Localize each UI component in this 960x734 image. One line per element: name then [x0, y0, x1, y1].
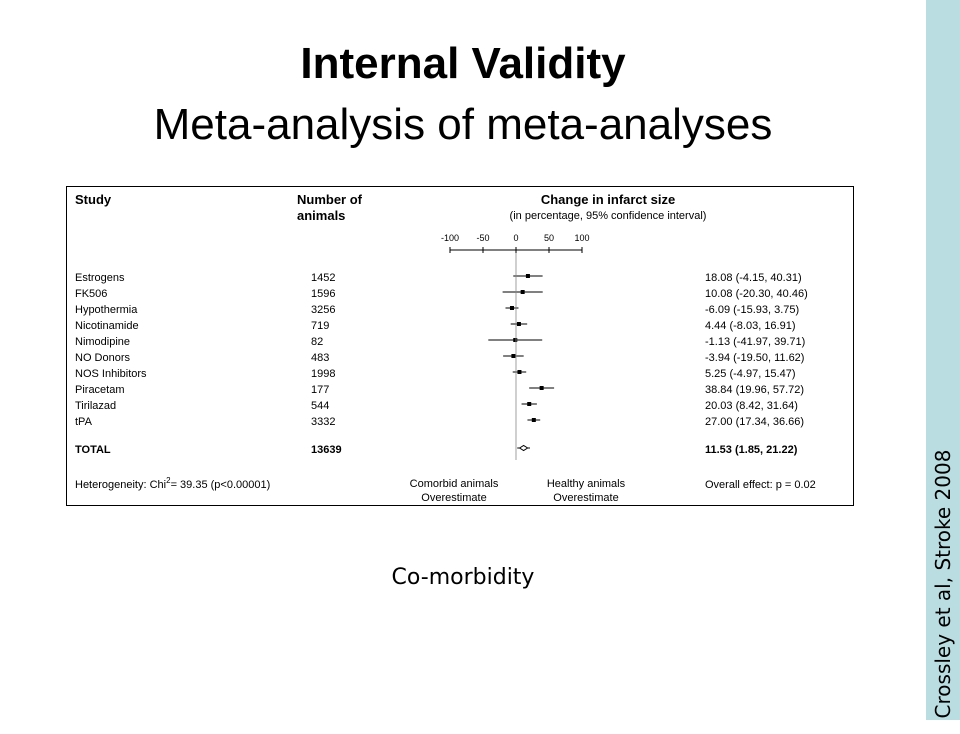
overall-effect-text: Overall effect: p = 0.02: [705, 479, 816, 491]
heterogeneity-prefix: Heterogeneity: Chi: [75, 479, 166, 491]
study-name: Nimodipine: [75, 336, 130, 348]
study-name: tPA: [75, 416, 93, 428]
study-rows: Estrogens 1452 18.08 (-4.15, 40.31) FK506 15…: [75, 253, 808, 460]
point-estimate: [531, 418, 536, 422]
study-animals: 177: [311, 384, 329, 396]
heterogeneity-superscript: 2: [166, 476, 171, 485]
study-animals: 3256: [311, 304, 335, 316]
point-estimate: [509, 306, 514, 310]
study-animals: 483: [311, 352, 329, 364]
study-ci-text: -1.13 (-41.97, 39.71): [705, 336, 805, 348]
axis-tick-label: -50: [476, 233, 489, 243]
point-estimate: [513, 338, 518, 342]
header-study: Study: [75, 192, 112, 207]
study-ci-text: 38.84 (19.96, 57.72): [705, 384, 804, 396]
study-ci-text: -6.09 (-15.93, 3.75): [705, 304, 799, 316]
study-name: NO Donors: [75, 352, 131, 364]
study-animals: 1452: [311, 272, 335, 284]
citation-text: Crossley et al, Stroke 2008: [931, 449, 955, 719]
left-label-line2: Overestimate: [421, 492, 486, 504]
right-label-line2: Overestimate: [553, 492, 618, 504]
header-animals-line1: Number of: [297, 192, 363, 207]
axis-tick-label: 0: [513, 233, 518, 243]
forest-plot-figure: Study Number of animals Change in infarc…: [66, 186, 854, 506]
axis-group: -100 -50 0 50 100: [441, 233, 590, 253]
point-estimate: [517, 370, 522, 374]
study-ci-text: -3.94 (-19.50, 11.62): [705, 352, 804, 364]
heterogeneity-text: Heterogeneity: Chi2= 39.35 (p<0.00001): [75, 476, 270, 491]
total-animals: 13639: [311, 444, 342, 456]
study-name: Nicotinamide: [75, 320, 139, 332]
header-effect-line1: Change in infarct size: [541, 192, 675, 207]
study-animals: 1596: [311, 288, 335, 300]
study-name: Tirilazad: [75, 400, 116, 412]
axis-tick-label: -100: [441, 233, 459, 243]
header-effect-line2: (in percentage, 95% confidence interval): [510, 210, 707, 222]
study-name: FK506: [75, 288, 107, 300]
study-ci-text: 10.08 (-20.30, 40.46): [705, 288, 808, 300]
study-ci-text: 5.25 (-4.97, 15.47): [705, 368, 796, 380]
point-estimate: [511, 354, 516, 358]
right-label-line1: Healthy animals: [547, 478, 626, 490]
point-estimate: [516, 322, 521, 326]
forest-plot: Study Number of animals Change in infarc…: [75, 192, 816, 504]
study-animals: 544: [311, 400, 329, 412]
point-estimate: [539, 386, 544, 390]
point-estimate: [525, 274, 530, 278]
slide-title: Internal Validity: [300, 39, 626, 88]
study-name: Estrogens: [75, 272, 125, 284]
study-animals: 1998: [311, 368, 335, 380]
header-animals-line2: animals: [297, 208, 345, 223]
heterogeneity-suffix: = 39.35 (p<0.00001): [171, 479, 271, 491]
study-name: NOS Inhibitors: [75, 368, 147, 380]
axis-tick-label: 50: [544, 233, 554, 243]
study-ci-text: 4.44 (-8.03, 16.91): [705, 320, 796, 332]
study-ci-text: 27.00 (17.34, 36.66): [705, 416, 804, 428]
study-name: Hypothermia: [75, 304, 138, 316]
study-animals: 82: [311, 336, 323, 348]
point-estimate: [527, 402, 532, 406]
left-label-line1: Comorbid animals: [410, 478, 499, 490]
figure-caption: Co-morbidity: [391, 565, 535, 590]
study-animals: 719: [311, 320, 329, 332]
slide-subtitle: Meta-analysis of meta-analyses: [153, 100, 773, 149]
total-diamond: [518, 444, 529, 452]
study-name: Piracetam: [75, 384, 125, 396]
citation-sidebar: [926, 0, 960, 720]
study-ci-text: 20.03 (8.42, 31.64): [705, 400, 798, 412]
total-label: TOTAL: [75, 444, 111, 456]
study-ci-text: 18.08 (-4.15, 40.31): [705, 272, 802, 284]
point-estimate: [520, 290, 525, 294]
axis-tick-label: 100: [574, 233, 589, 243]
study-animals: 3332: [311, 416, 335, 428]
total-ci-text: 11.53 (1.85, 21.22): [705, 444, 798, 456]
